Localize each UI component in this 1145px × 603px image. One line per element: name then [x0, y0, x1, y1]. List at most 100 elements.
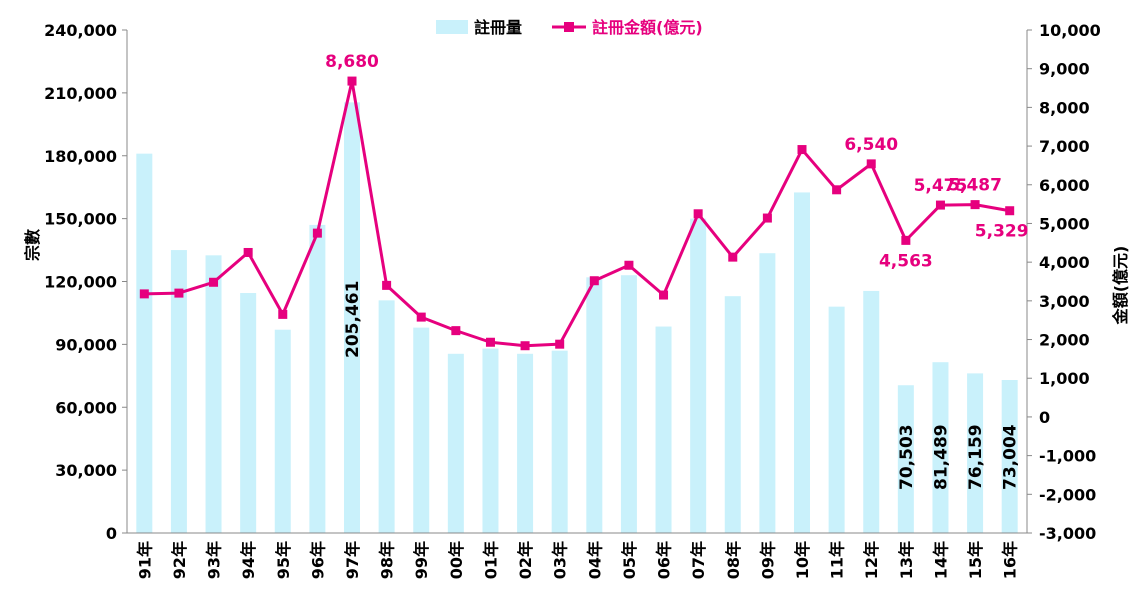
category-label: 01年	[481, 541, 500, 579]
left-tick-label: 30,000	[55, 461, 117, 480]
left-axis-title: 宗數	[23, 229, 42, 261]
left-tick-label: 210,000	[44, 84, 117, 103]
line-marker	[693, 209, 703, 219]
bar	[517, 353, 534, 533]
bar	[240, 293, 257, 533]
line-marker	[935, 200, 945, 210]
left-tick-label: 180,000	[44, 147, 117, 166]
line-marker	[451, 326, 461, 336]
bar-data-label: 81,489	[931, 424, 951, 490]
right-tick-label: 4,000	[1039, 253, 1090, 272]
bar	[620, 275, 637, 533]
bar	[344, 102, 360, 533]
legend-swatch-bar	[436, 20, 468, 34]
line-marker	[624, 260, 634, 270]
bar	[586, 277, 603, 533]
right-tick-label: 5,000	[1039, 214, 1090, 233]
right-axis-title: 金額(億元)	[1111, 246, 1130, 326]
line-marker	[278, 309, 288, 319]
line-marker	[555, 339, 565, 349]
legend: 註冊量 註冊金額(億元)	[436, 18, 703, 37]
left-tick-label: 90,000	[55, 335, 117, 354]
right-tick-label: 3,000	[1039, 292, 1090, 311]
bar	[309, 224, 326, 533]
category-label: 16年	[1001, 541, 1020, 579]
right-tick-label: -2,000	[1039, 485, 1096, 504]
left-tick-label: 120,000	[44, 273, 117, 292]
category-label: 09年	[758, 541, 777, 579]
right-axis-ticks: -3,000 -2,000 -1,000 0 1,000 2,000 3,000 4,000 5…	[1027, 21, 1101, 543]
line-data-label: 4,563	[879, 251, 933, 271]
right-tick-label: 2,000	[1039, 331, 1090, 350]
category-label: 99年	[412, 541, 431, 579]
category-labels: 91年 92年 93年 94年 95年 96年 97年 98年 99年 00年 01年 02年 03年 0…	[135, 541, 1019, 579]
bar	[932, 362, 949, 533]
right-tick-label: 6,000	[1039, 176, 1090, 195]
category-label: 06年	[655, 541, 674, 579]
line-marker	[866, 159, 876, 169]
bar-data-label: 73,004	[1001, 424, 1021, 490]
line-marker	[485, 337, 495, 347]
left-axis-ticks: 0 30,000 60,000 90,000 120,000 150,000 180,000…	[44, 21, 127, 543]
right-tick-label: 8,000	[1039, 98, 1090, 117]
bar-series	[136, 102, 1018, 534]
line-marker	[832, 185, 842, 195]
category-label: 07年	[689, 541, 708, 579]
line-data-label: 5,329	[975, 222, 1029, 242]
bar-data-label: 205,461	[343, 281, 363, 358]
bar-data-label: 70,503	[897, 424, 917, 490]
right-tick-label: -3,000	[1039, 524, 1096, 543]
line-marker	[347, 76, 357, 86]
bar	[447, 353, 464, 533]
category-label: 91年	[135, 541, 154, 579]
bar-data-label: 76,159	[966, 424, 986, 490]
bar	[1001, 379, 1018, 533]
category-label: 15年	[966, 541, 985, 579]
category-label: 03年	[551, 541, 570, 579]
line-marker	[589, 276, 599, 286]
line-marker	[382, 280, 392, 290]
category-label: 94年	[239, 541, 258, 579]
left-tick-label: 60,000	[55, 398, 117, 417]
bar	[759, 253, 776, 534]
category-label: 12年	[862, 541, 881, 579]
line-marker	[139, 289, 149, 299]
line-marker	[659, 290, 669, 300]
category-label: 93年	[205, 541, 224, 579]
line-data-label: 5,487	[948, 176, 1002, 196]
line-data-label: 5,475	[914, 176, 968, 196]
bar	[690, 218, 707, 533]
bar	[967, 373, 984, 533]
line-series	[139, 76, 1015, 351]
category-label: 98年	[378, 541, 397, 579]
legend-swatch-marker	[564, 22, 574, 32]
bar	[828, 306, 845, 533]
line-marker	[243, 247, 253, 257]
axes	[126, 30, 1028, 534]
category-label: 97年	[343, 541, 362, 579]
bar	[724, 296, 741, 533]
bar	[794, 192, 810, 534]
bar	[170, 250, 187, 533]
right-tick-label: -1,000	[1039, 447, 1096, 466]
left-tick-label: 240,000	[44, 21, 117, 40]
bar	[205, 255, 222, 534]
line-marker	[762, 213, 772, 223]
right-tick-label: 0	[1039, 408, 1050, 427]
category-label: 92年	[170, 541, 189, 579]
bar	[655, 326, 672, 533]
data-labels: 205,461 70,503 81,489 76,159 73,004 8,680 6,54…	[325, 52, 1028, 490]
line-marker	[970, 200, 980, 210]
bar	[482, 348, 499, 533]
legend-label-bar: 註冊量	[474, 18, 522, 37]
category-label: 05年	[620, 541, 639, 579]
category-label: 11年	[828, 541, 847, 579]
right-tick-label: 9,000	[1039, 60, 1090, 79]
category-label: 13年	[897, 541, 916, 579]
line-data-label: 6,540	[844, 135, 898, 155]
line-marker	[520, 341, 530, 351]
line-marker	[797, 145, 807, 155]
line-marker	[1005, 206, 1015, 216]
category-label: 04年	[585, 541, 604, 579]
